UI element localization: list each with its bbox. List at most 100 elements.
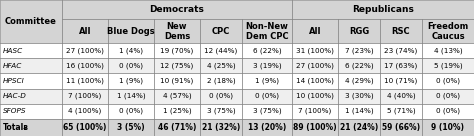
Text: 21 (24%): 21 (24%) xyxy=(340,123,378,132)
Text: 7 (100%): 7 (100%) xyxy=(298,108,332,114)
Bar xyxy=(108,119,154,136)
Text: 17 (63%): 17 (63%) xyxy=(384,63,418,69)
Bar xyxy=(154,119,200,136)
Bar xyxy=(422,73,474,89)
Text: 0 (0%): 0 (0%) xyxy=(119,108,143,114)
Bar xyxy=(108,73,154,89)
Bar xyxy=(380,43,422,58)
Text: 1 (9%): 1 (9%) xyxy=(119,78,143,84)
Text: 21 (32%): 21 (32%) xyxy=(202,123,240,132)
Text: 89 (100%): 89 (100%) xyxy=(293,123,337,132)
Bar xyxy=(422,43,474,58)
Text: 46 (71%): 46 (71%) xyxy=(158,123,196,132)
Bar xyxy=(108,19,154,43)
Text: 12 (75%): 12 (75%) xyxy=(160,63,193,69)
Bar xyxy=(338,119,380,136)
Text: 31 (100%): 31 (100%) xyxy=(296,47,334,54)
Text: 3 (30%): 3 (30%) xyxy=(345,93,374,99)
Bar xyxy=(242,119,292,136)
Text: Freedom
Caucus: Freedom Caucus xyxy=(428,22,469,41)
Text: CPC: CPC xyxy=(212,27,230,36)
Text: RSC: RSC xyxy=(392,27,410,36)
Text: 10 (100%): 10 (100%) xyxy=(296,93,334,99)
Bar xyxy=(292,89,338,104)
Text: RGG: RGG xyxy=(349,27,369,36)
Text: 13 (20%): 13 (20%) xyxy=(248,123,286,132)
Bar xyxy=(422,89,474,104)
Bar xyxy=(154,89,200,104)
Bar xyxy=(422,104,474,119)
Bar xyxy=(338,43,380,58)
Text: 16 (100%): 16 (100%) xyxy=(66,63,104,69)
Bar xyxy=(380,73,422,89)
Bar xyxy=(422,19,474,43)
Text: 19 (70%): 19 (70%) xyxy=(160,47,193,54)
Bar xyxy=(154,73,200,89)
Bar xyxy=(242,73,292,89)
Bar xyxy=(62,0,292,19)
Bar xyxy=(108,89,154,104)
Bar xyxy=(154,58,200,73)
Bar xyxy=(292,73,338,89)
Bar xyxy=(0,73,62,89)
Bar xyxy=(62,119,108,136)
Bar xyxy=(242,89,292,104)
Text: 3 (75%): 3 (75%) xyxy=(207,108,235,114)
Text: 3 (75%): 3 (75%) xyxy=(253,108,281,114)
Bar xyxy=(0,0,62,43)
Bar xyxy=(154,43,200,58)
Text: All: All xyxy=(79,27,91,36)
Text: Democrats: Democrats xyxy=(150,5,204,14)
Bar xyxy=(108,104,154,119)
Bar xyxy=(380,89,422,104)
Bar xyxy=(380,19,422,43)
Bar xyxy=(62,43,108,58)
Text: Non-New
Dem CPC: Non-New Dem CPC xyxy=(246,22,289,41)
Bar xyxy=(62,58,108,73)
Text: 3 (19%): 3 (19%) xyxy=(253,63,281,69)
Text: 4 (13%): 4 (13%) xyxy=(434,47,462,54)
Text: 7 (100%): 7 (100%) xyxy=(68,93,101,99)
Bar xyxy=(422,58,474,73)
Bar xyxy=(338,104,380,119)
Bar xyxy=(200,43,242,58)
Bar xyxy=(108,43,154,58)
Text: 2 (18%): 2 (18%) xyxy=(207,78,235,84)
Text: 59 (66%): 59 (66%) xyxy=(382,123,420,132)
Text: Committee: Committee xyxy=(5,17,57,26)
Text: HASC: HASC xyxy=(2,48,23,54)
Text: 3 (5%): 3 (5%) xyxy=(117,123,145,132)
Bar xyxy=(200,89,242,104)
Bar xyxy=(380,104,422,119)
Text: 1 (14%): 1 (14%) xyxy=(117,93,146,99)
Bar xyxy=(154,104,200,119)
Bar xyxy=(292,58,338,73)
Text: 4 (25%): 4 (25%) xyxy=(207,63,235,69)
Bar xyxy=(0,58,62,73)
Text: SFOPS: SFOPS xyxy=(2,108,26,114)
Bar xyxy=(0,119,62,136)
Text: 27 (100%): 27 (100%) xyxy=(66,47,104,54)
Text: 1 (9%): 1 (9%) xyxy=(255,78,279,84)
Text: New
Dems: New Dems xyxy=(164,22,190,41)
Text: 23 (74%): 23 (74%) xyxy=(384,47,418,54)
Text: HAC-D: HAC-D xyxy=(2,93,27,99)
Text: 1 (25%): 1 (25%) xyxy=(163,108,191,114)
Text: 65 (100%): 65 (100%) xyxy=(64,123,107,132)
Text: 0 (0%): 0 (0%) xyxy=(255,93,279,99)
Text: 4 (29%): 4 (29%) xyxy=(345,78,374,84)
Text: 0 (0%): 0 (0%) xyxy=(436,93,460,99)
Text: 1 (14%): 1 (14%) xyxy=(345,108,374,114)
Text: 9 (10%): 9 (10%) xyxy=(431,123,465,132)
Bar xyxy=(338,19,380,43)
Bar xyxy=(62,73,108,89)
Bar xyxy=(108,58,154,73)
Bar xyxy=(338,58,380,73)
Text: Totalᴃ: Totalᴃ xyxy=(2,123,28,132)
Bar xyxy=(154,19,200,43)
Text: 5 (71%): 5 (71%) xyxy=(387,108,415,114)
Bar xyxy=(242,104,292,119)
Bar xyxy=(0,104,62,119)
Bar xyxy=(380,58,422,73)
Bar xyxy=(200,104,242,119)
